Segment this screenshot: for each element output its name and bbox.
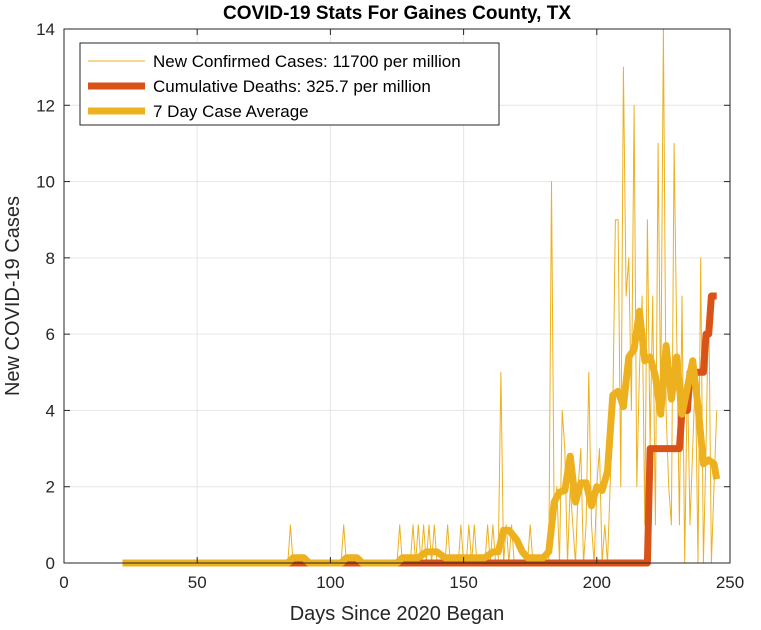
legend: New Confirmed Cases: 11700 per million C… (79, 42, 500, 126)
y-tick-label: 6 (46, 325, 55, 344)
y-tick-label: 8 (46, 249, 55, 268)
axis-ticks: 0 50 100 150 200 250 0 2 4 6 8 10 12 14 (36, 20, 744, 592)
x-tick-label: 200 (583, 573, 611, 592)
y-tick-label: 0 (46, 554, 55, 573)
x-tick-label: 150 (449, 573, 477, 592)
y-tick-label: 12 (36, 96, 55, 115)
y-tick-label: 10 (36, 173, 55, 192)
y-tick-label: 14 (36, 20, 55, 39)
x-tick-label: 0 (59, 573, 68, 592)
legend-box (79, 42, 500, 126)
plot-frame (63, 28, 731, 564)
legend-entry-7-day-average: 7 Day Case Average (153, 102, 309, 121)
legend-entry-cumulative-deaths: Cumulative Deaths: 325.7 per million (153, 77, 431, 96)
series-7-day-average (122, 307, 721, 567)
chart-title: COVID-19 Stats For Gaines County, TX (223, 3, 571, 24)
y-tick-label: 4 (46, 401, 55, 420)
x-tick-label: 250 (716, 573, 744, 592)
x-tick-label: 50 (188, 573, 207, 592)
legend-entry-new-cases: New Confirmed Cases: 11700 per million (153, 52, 461, 71)
y-axis-label: New COVID-19 Cases (2, 196, 24, 396)
x-axis-label: Days Since 2020 Began (290, 603, 505, 625)
y-tick-label: 2 (46, 478, 55, 497)
x-tick-label: 100 (316, 573, 344, 592)
